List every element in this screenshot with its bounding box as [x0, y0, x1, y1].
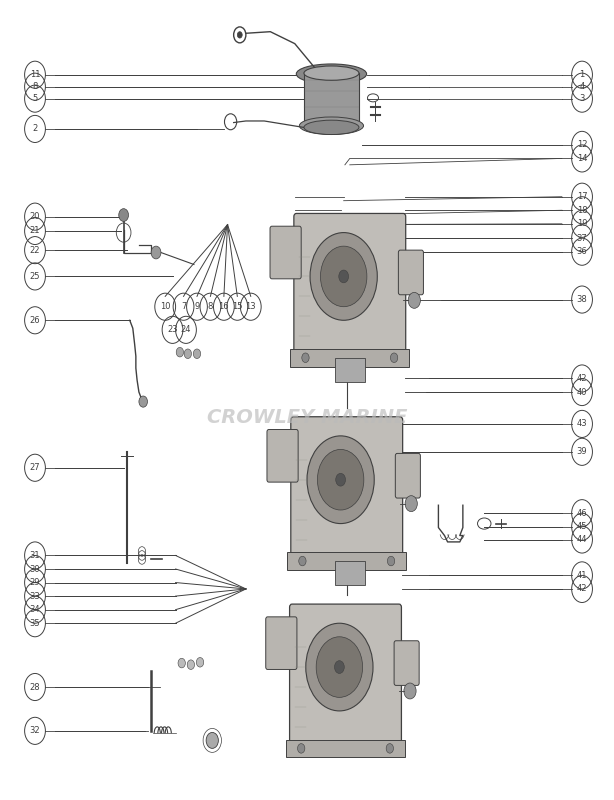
FancyBboxPatch shape — [270, 226, 301, 279]
Circle shape — [307, 436, 375, 523]
Bar — [287, 552, 406, 570]
Text: 13: 13 — [246, 302, 256, 311]
Text: 24: 24 — [181, 326, 191, 334]
Circle shape — [386, 744, 394, 753]
Circle shape — [310, 233, 377, 320]
Ellipse shape — [300, 117, 363, 134]
Text: 9: 9 — [195, 302, 200, 311]
Text: 23: 23 — [167, 326, 178, 334]
Text: 21: 21 — [29, 226, 41, 235]
Text: 34: 34 — [29, 605, 41, 614]
Bar — [290, 349, 410, 366]
Text: 10: 10 — [160, 302, 171, 311]
Text: 42: 42 — [577, 374, 588, 383]
Text: 44: 44 — [577, 535, 588, 544]
Ellipse shape — [297, 64, 367, 84]
Circle shape — [321, 246, 367, 306]
FancyBboxPatch shape — [294, 214, 406, 355]
Circle shape — [193, 349, 201, 358]
Circle shape — [196, 658, 204, 667]
Circle shape — [317, 450, 364, 510]
FancyBboxPatch shape — [395, 454, 421, 498]
Ellipse shape — [304, 120, 359, 134]
Circle shape — [336, 474, 346, 486]
Text: 41: 41 — [577, 571, 588, 580]
Text: 3: 3 — [580, 94, 585, 103]
Circle shape — [405, 496, 418, 512]
Circle shape — [335, 661, 344, 674]
Circle shape — [302, 353, 309, 362]
Circle shape — [408, 292, 421, 308]
Text: 42: 42 — [577, 585, 588, 594]
FancyBboxPatch shape — [398, 250, 424, 294]
Text: 22: 22 — [29, 246, 41, 254]
Text: 29: 29 — [29, 578, 41, 587]
FancyBboxPatch shape — [266, 617, 297, 670]
Bar — [286, 740, 405, 757]
Text: 27: 27 — [29, 463, 41, 472]
Bar — [304, 73, 359, 127]
Circle shape — [316, 637, 363, 698]
Circle shape — [298, 744, 305, 753]
Text: 11: 11 — [29, 70, 41, 79]
Text: 17: 17 — [577, 192, 588, 202]
Text: 43: 43 — [577, 419, 588, 429]
FancyBboxPatch shape — [267, 430, 298, 482]
Text: CROWLEY MARINE: CROWLEY MARINE — [207, 408, 407, 427]
Text: 38: 38 — [577, 295, 588, 304]
Text: 30: 30 — [29, 565, 41, 574]
Text: 16: 16 — [219, 302, 229, 311]
FancyBboxPatch shape — [290, 604, 402, 746]
Text: 39: 39 — [577, 447, 588, 456]
Text: 2: 2 — [33, 125, 37, 134]
Text: 26: 26 — [29, 316, 41, 325]
Circle shape — [339, 270, 349, 283]
Ellipse shape — [304, 66, 359, 80]
Circle shape — [306, 623, 373, 711]
Circle shape — [238, 32, 242, 38]
Text: 19: 19 — [577, 219, 588, 228]
Circle shape — [206, 733, 219, 748]
Circle shape — [184, 349, 192, 358]
Circle shape — [151, 246, 161, 259]
FancyBboxPatch shape — [394, 641, 419, 686]
Circle shape — [299, 556, 306, 566]
Circle shape — [178, 658, 185, 668]
Text: 1: 1 — [580, 70, 585, 79]
Circle shape — [187, 660, 195, 670]
Text: 8: 8 — [208, 302, 213, 311]
Text: 33: 33 — [29, 592, 41, 601]
Text: 46: 46 — [577, 509, 588, 518]
Circle shape — [119, 209, 128, 222]
Text: 7: 7 — [181, 302, 186, 311]
Circle shape — [176, 347, 184, 357]
Text: 45: 45 — [577, 522, 588, 531]
Text: 18: 18 — [577, 206, 588, 214]
Text: 32: 32 — [29, 726, 41, 735]
Text: 20: 20 — [29, 212, 41, 221]
Text: 4: 4 — [580, 82, 585, 91]
Text: 36: 36 — [577, 247, 588, 256]
Bar — [335, 358, 365, 382]
Text: 25: 25 — [29, 272, 41, 281]
Text: 15: 15 — [232, 302, 243, 311]
Text: 12: 12 — [577, 140, 588, 150]
Bar — [335, 562, 365, 586]
Text: 37: 37 — [577, 234, 588, 242]
Circle shape — [139, 396, 147, 407]
FancyBboxPatch shape — [291, 417, 403, 558]
Text: 28: 28 — [29, 682, 41, 691]
Text: 31: 31 — [29, 551, 41, 560]
Text: 14: 14 — [577, 154, 588, 163]
Circle shape — [387, 556, 395, 566]
Text: 35: 35 — [29, 618, 41, 628]
Circle shape — [404, 683, 416, 699]
Circle shape — [391, 353, 398, 362]
Text: 8: 8 — [33, 82, 37, 91]
Text: 5: 5 — [33, 94, 37, 103]
Text: 40: 40 — [577, 387, 588, 397]
